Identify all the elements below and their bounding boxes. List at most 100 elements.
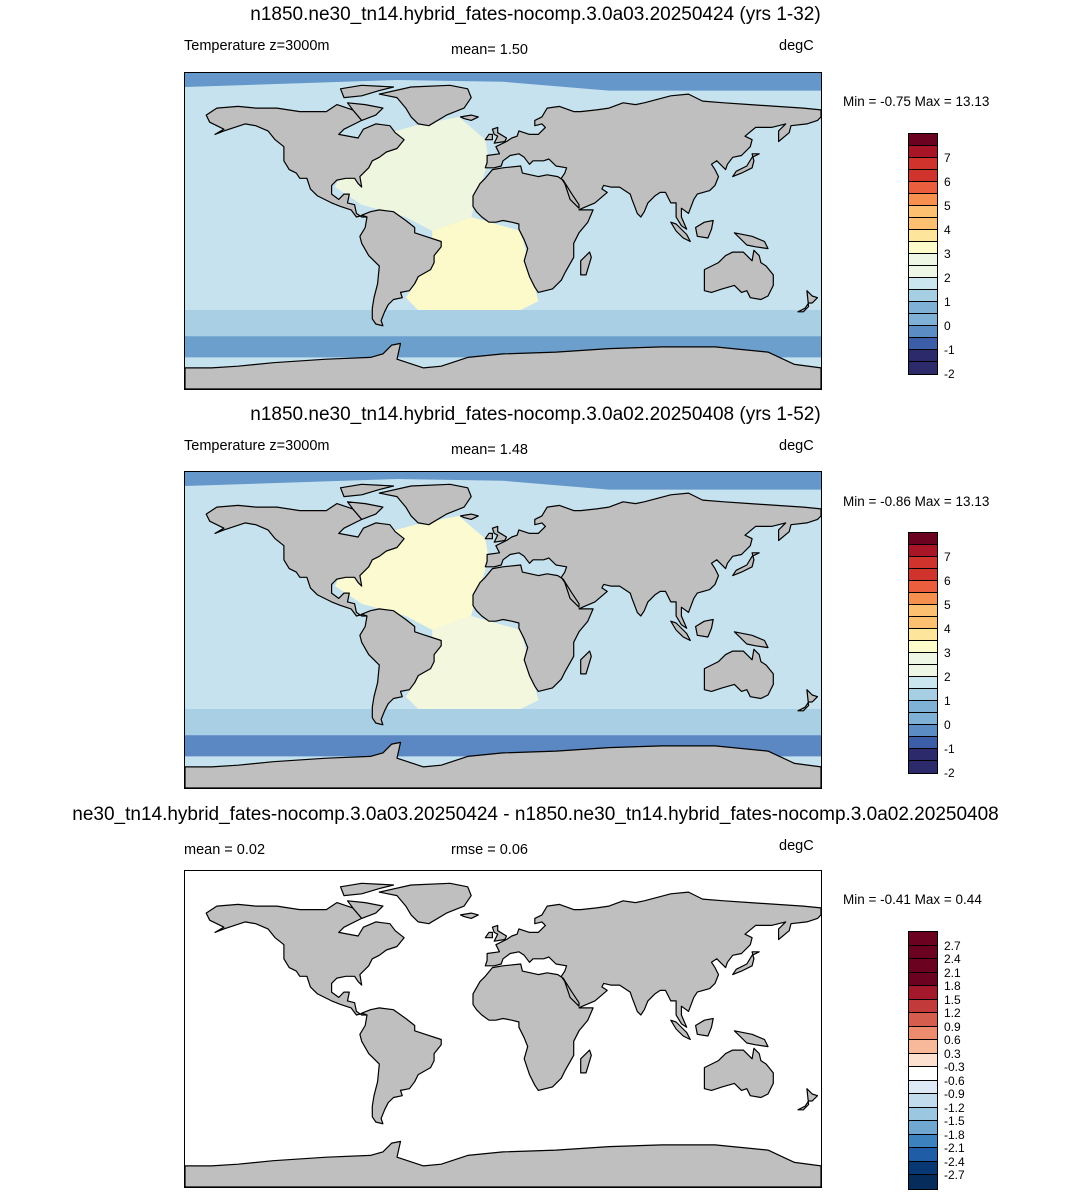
min-max-label: Min = -0.41 Max = 0.44 bbox=[843, 892, 982, 907]
land-ellesmere bbox=[339, 483, 395, 498]
land-new-zealand bbox=[797, 689, 819, 712]
colorbar-swatch bbox=[909, 278, 937, 290]
colorbar-swatch bbox=[909, 986, 937, 1000]
colorbar-swatch bbox=[909, 545, 937, 557]
colorbar-swatch bbox=[909, 182, 937, 194]
land-ireland bbox=[484, 532, 493, 540]
colorbar-swatch bbox=[909, 581, 937, 593]
world-map bbox=[184, 471, 822, 789]
colorbar-swatch bbox=[909, 701, 937, 713]
land-iceland bbox=[460, 912, 479, 919]
colorbar-swatch bbox=[909, 1161, 937, 1175]
land-japan bbox=[732, 552, 760, 577]
colorbar-swatch bbox=[909, 617, 937, 629]
colorbar-tick-label: 1 bbox=[944, 694, 951, 708]
colorbar-swatch bbox=[909, 314, 937, 326]
land-eurasia-africa bbox=[472, 492, 821, 692]
colorbar-swatch bbox=[909, 194, 937, 206]
land-borneo bbox=[695, 219, 714, 239]
units-label: degC bbox=[779, 438, 814, 454]
min-max-label: Min = -0.75 Max = 13.13 bbox=[843, 94, 990, 109]
colorbar-tick-label: 4 bbox=[944, 223, 951, 237]
land-australia bbox=[703, 249, 774, 301]
min-max-label: Min = -0.86 Max = 13.13 bbox=[843, 494, 990, 509]
ocean-zone-arctic bbox=[185, 871, 821, 889]
colorbar-swatch bbox=[909, 605, 937, 617]
colorbar-tick-label: 2.4 bbox=[944, 952, 961, 966]
colorbar-swatch bbox=[909, 1134, 937, 1148]
colorbar-swatch bbox=[909, 338, 937, 350]
colorbar-swatch bbox=[909, 1040, 937, 1054]
land-greenland bbox=[378, 84, 472, 127]
land-australia bbox=[703, 648, 774, 700]
colorbar-tick-label: -1 bbox=[944, 343, 955, 357]
colorbar-tick-label: -1.8 bbox=[944, 1127, 965, 1142]
land-sumatra bbox=[670, 1019, 691, 1041]
colorbar-tick-label: 5 bbox=[944, 598, 951, 612]
colorbar bbox=[908, 931, 938, 1190]
map-panel-1: n1850.ne30_tn14.hybrid_fates-nocomp.3.0a… bbox=[0, 0, 1071, 400]
land-north-america bbox=[205, 902, 405, 1016]
units-label: degC bbox=[779, 838, 814, 854]
colorbar-swatch bbox=[909, 170, 937, 182]
colorbar-swatch bbox=[909, 1013, 937, 1027]
colorbar-swatch bbox=[909, 972, 937, 986]
colorbar-swatch bbox=[909, 593, 937, 605]
colorbar-swatch bbox=[909, 761, 937, 773]
land-baffin bbox=[346, 102, 384, 121]
land-south-america bbox=[359, 1007, 442, 1125]
colorbar-tick-label: 2.7 bbox=[944, 938, 961, 953]
colorbar-swatch bbox=[909, 725, 937, 737]
mean-label: mean = 0.02 bbox=[184, 842, 266, 858]
land-japan bbox=[732, 153, 760, 178]
colorbar-swatch bbox=[909, 1094, 937, 1108]
colorbar-swatch bbox=[909, 1067, 937, 1081]
colorbar-tick-label: -1.5 bbox=[944, 1114, 965, 1128]
colorbar-swatch bbox=[909, 158, 937, 170]
colorbar-swatch bbox=[909, 689, 937, 701]
panel-title: n1850.ne30_tn14.hybrid_fates-nocomp.3.0a… bbox=[250, 4, 821, 25]
colorbar-swatch bbox=[909, 959, 937, 973]
colorbar-tick-label: 0 bbox=[944, 319, 951, 333]
variable-label: Temperature z=3000m bbox=[184, 38, 330, 54]
colorbar bbox=[908, 532, 938, 774]
colorbar-tick-label: 0.9 bbox=[944, 1019, 961, 1034]
colorbar-swatch bbox=[909, 1148, 937, 1162]
colorbar-tick-label: -0.6 bbox=[944, 1073, 965, 1088]
mean-label: mean= 1.48 bbox=[451, 442, 528, 458]
colorbar-swatch bbox=[909, 1053, 937, 1067]
land-iceland bbox=[460, 114, 479, 121]
colorbar-swatch bbox=[909, 146, 937, 158]
colorbar-swatch bbox=[909, 677, 937, 689]
colorbar-tick-label: 7 bbox=[944, 550, 951, 564]
colorbar-swatch bbox=[909, 737, 937, 749]
colorbar-swatch bbox=[909, 629, 937, 641]
colorbar-tick-label: 3 bbox=[944, 247, 951, 261]
colorbar-tick-label: -2 bbox=[944, 367, 955, 381]
land-baffin bbox=[346, 501, 384, 520]
colorbar-tick-label: -0.3 bbox=[944, 1060, 965, 1074]
land-borneo bbox=[695, 618, 714, 638]
land-baffin bbox=[346, 900, 384, 919]
land-greenland bbox=[378, 483, 472, 526]
land-south-america bbox=[359, 608, 442, 726]
variable-label: Temperature z=3000m bbox=[184, 438, 330, 454]
land-borneo bbox=[695, 1017, 714, 1037]
colorbar-swatch bbox=[909, 932, 937, 946]
units-label: degC bbox=[779, 38, 814, 54]
land-eurasia-africa bbox=[472, 93, 821, 293]
land-iceland bbox=[460, 513, 479, 520]
colorbar-swatch bbox=[909, 134, 937, 146]
colorbar-swatch bbox=[909, 1175, 937, 1189]
mean-label: mean= 1.50 bbox=[451, 42, 528, 58]
land-uk bbox=[491, 126, 508, 144]
land-japan bbox=[732, 951, 760, 976]
world-map bbox=[184, 72, 822, 390]
map-panel-2: n1850.ne30_tn14.hybrid_fates-nocomp.3.0a… bbox=[0, 400, 1071, 800]
colorbar-swatch bbox=[909, 749, 937, 761]
land-new-zealand bbox=[797, 1088, 819, 1111]
colorbar-swatch bbox=[909, 1121, 937, 1135]
land-new-guinea bbox=[733, 631, 769, 649]
colorbar-swatch bbox=[909, 557, 937, 569]
map-panel-diff: ne30_tn14.hybrid_fates-nocomp.3.0a03.202… bbox=[0, 800, 1071, 1200]
